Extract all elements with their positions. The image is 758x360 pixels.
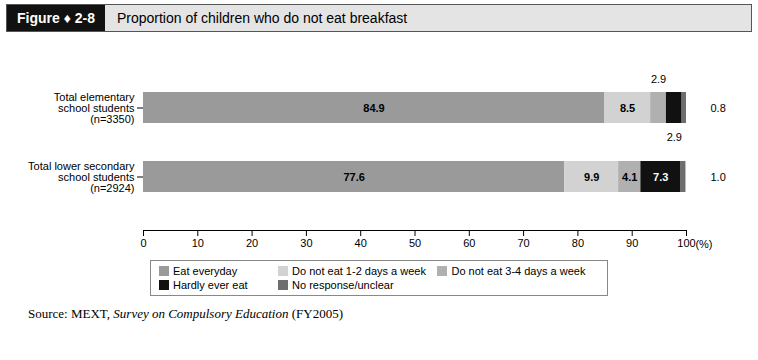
html-text:Source: MEXT, Survey on Compul: Source: MEXT, Survey on Compulsory Educa…: [28, 306, 343, 321]
svg-text:Total lower secondaryschool st: Total lower secondaryschool students(n=2…: [28, 160, 135, 194]
html-text:No response/unclear: No response/unclear: [292, 279, 394, 291]
svg-text:1.0: 1.0: [711, 171, 726, 183]
svg-text:100: 100: [677, 237, 695, 249]
svg-text:30: 30: [300, 237, 312, 249]
svg-text:70: 70: [517, 237, 529, 249]
svg-text:0.8: 0.8: [711, 102, 726, 114]
svg-text:9.9: 9.9: [584, 171, 599, 183]
svg-text:90: 90: [626, 237, 638, 249]
svg-text:40: 40: [355, 237, 367, 249]
svg-text:4.1: 4.1: [622, 171, 637, 183]
svg-text:60: 60: [463, 237, 475, 249]
html-text:Figure ♦ 2-8: Figure ♦ 2-8: [17, 10, 95, 26]
svg-text:(%): (%): [695, 238, 712, 250]
svg-text:84.9: 84.9: [363, 102, 384, 114]
svg-text:20: 20: [246, 237, 258, 249]
html-text:Hardly ever eat: Hardly ever eat: [173, 279, 248, 291]
svg-text:8.5: 8.5: [620, 102, 635, 114]
svg-text:77.6: 77.6: [343, 171, 364, 183]
svg-text:0: 0: [140, 237, 146, 249]
html-text:Eat everyday: Eat everyday: [173, 265, 238, 277]
html-text:Proportion of children who do: Proportion of children who do not eat br…: [116, 10, 408, 26]
svg-text:10: 10: [192, 237, 204, 249]
svg-text:2.9: 2.9: [667, 131, 682, 143]
html-text:Do not eat 1-2 days a week: Do not eat 1-2 days a week: [292, 265, 426, 277]
svg-text:7.3: 7.3: [653, 171, 668, 183]
svg-text:80: 80: [572, 237, 584, 249]
svg-text:2.9: 2.9: [651, 73, 666, 85]
svg-text:Total elementaryschool student: Total elementaryschool students(n=3350): [54, 91, 135, 125]
html-text:Do not eat 3-4 days a week: Do not eat 3-4 days a week: [451, 265, 586, 277]
svg-text:50: 50: [409, 237, 421, 249]
